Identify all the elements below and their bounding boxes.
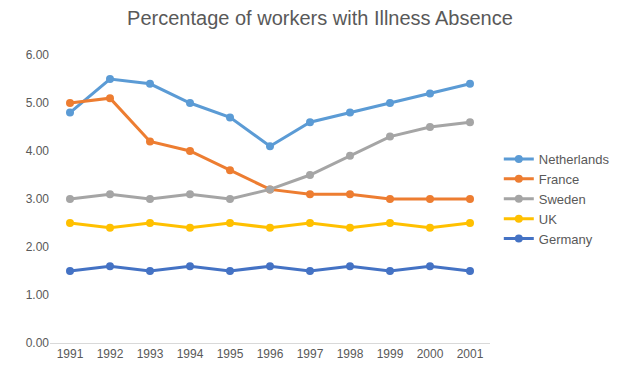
svg-text:1993: 1993 (137, 347, 164, 361)
svg-text:France: France (539, 172, 579, 187)
svg-text:Netherlands: Netherlands (539, 152, 610, 167)
svg-text:2000: 2000 (417, 347, 444, 361)
svg-text:4.00: 4.00 (26, 144, 50, 158)
svg-text:1991: 1991 (57, 347, 84, 361)
svg-text:Sweden: Sweden (539, 192, 586, 207)
svg-text:1992: 1992 (97, 347, 124, 361)
svg-text:2001: 2001 (457, 347, 484, 361)
svg-text:3.00: 3.00 (26, 192, 50, 206)
svg-text:1994: 1994 (177, 347, 204, 361)
svg-text:1996: 1996 (257, 347, 284, 361)
svg-text:Percentage of workers with Ill: Percentage of workers with Illness Absen… (127, 7, 513, 29)
svg-text:1999: 1999 (377, 347, 404, 361)
svg-text:1997: 1997 (297, 347, 324, 361)
svg-text:6.00: 6.00 (26, 48, 50, 62)
svg-text:5.00: 5.00 (26, 96, 50, 110)
svg-text:1.00: 1.00 (26, 288, 50, 302)
svg-text:2.00: 2.00 (26, 240, 50, 254)
svg-text:1995: 1995 (217, 347, 244, 361)
svg-text:1998: 1998 (337, 347, 364, 361)
svg-text:0.00: 0.00 (26, 336, 50, 350)
svg-text:Germany: Germany (539, 232, 593, 247)
svg-text:UK: UK (539, 212, 557, 227)
